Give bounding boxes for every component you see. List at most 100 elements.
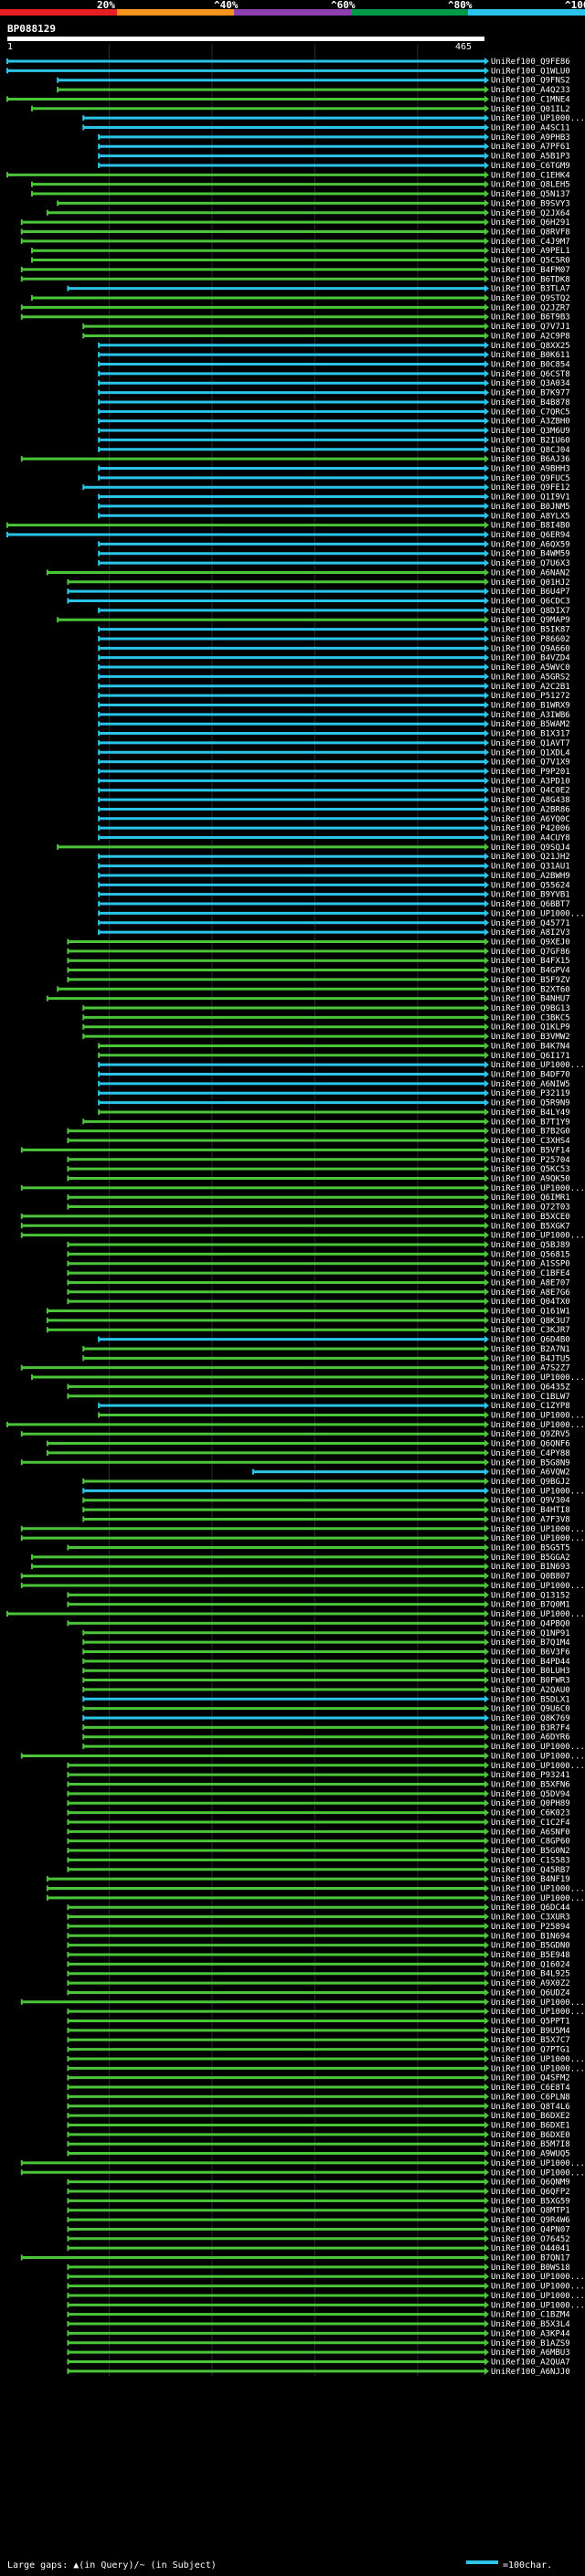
- hit-label[interactable]: UniRef100_Q1NP91: [491, 1629, 570, 1638]
- hit-row[interactable]: UniRef100_Q161W1: [46, 1307, 570, 1317]
- hit-row[interactable]: UniRef100_Q3M6U9: [98, 427, 570, 436]
- hit-label[interactable]: UniRef100_B5E948: [491, 1951, 570, 1960]
- hit-label[interactable]: UniRef100_P25894: [491, 1923, 570, 1932]
- hit-label[interactable]: UniRef100_A9PHB3: [491, 133, 570, 143]
- hit-label[interactable]: UniRef100_Q8K3U7: [491, 1317, 570, 1326]
- hit-label[interactable]: UniRef100_UP1000...: [491, 1582, 585, 1591]
- hit-label[interactable]: UniRef100_A8E707: [491, 1278, 570, 1288]
- hit-row[interactable]: UniRef100_Q4C0E2: [98, 786, 570, 796]
- hit-row[interactable]: UniRef100_B7T1Y9: [82, 1118, 570, 1127]
- hit-label[interactable]: UniRef100_B4JTU5: [491, 1354, 570, 1363]
- hit-label[interactable]: UniRef100_UP1000...: [491, 2292, 585, 2301]
- hit-row[interactable]: UniRef100_Q8T4L6: [67, 2102, 570, 2112]
- hit-row[interactable]: UniRef100_C1MNE4: [6, 95, 570, 104]
- hit-row[interactable]: UniRef100_C6E8T4: [67, 2083, 570, 2093]
- hit-label[interactable]: UniRef100_Q5PPT1: [491, 2018, 570, 2027]
- hit-label[interactable]: UniRef100_Q5N137: [491, 190, 570, 199]
- hit-label[interactable]: UniRef100_B5G0N2: [491, 1847, 570, 1856]
- hit-label[interactable]: UniRef100_Q9R4W6: [491, 2216, 570, 2225]
- hit-row[interactable]: UniRef100_Q8DIX7: [98, 606, 570, 616]
- hit-label[interactable]: UniRef100_A4SC11: [491, 124, 570, 133]
- hit-row[interactable]: UniRef100_C1C2F4: [67, 1818, 570, 1828]
- hit-label[interactable]: UniRef100_A8I2V3: [491, 928, 570, 938]
- hit-row[interactable]: UniRef100_B5G0N2: [67, 1847, 570, 1856]
- hit-label[interactable]: UniRef100_B9U5M4: [491, 2027, 570, 2036]
- hit-label[interactable]: UniRef100_B3TLA7: [491, 285, 570, 294]
- hit-label[interactable]: UniRef100_Q0PH89: [491, 1799, 570, 1808]
- hit-row[interactable]: UniRef100_A8YLX5: [98, 512, 570, 521]
- hit-label[interactable]: UniRef100_O44041: [491, 2244, 570, 2253]
- hit-label[interactable]: UniRef100_A4Q233: [491, 86, 570, 95]
- hit-label[interactable]: UniRef100_Q1WLU0: [491, 67, 570, 76]
- hit-row[interactable]: UniRef100_C8GP60: [67, 1837, 570, 1847]
- hit-label[interactable]: UniRef100_UP1000...: [491, 1762, 585, 1771]
- hit-row[interactable]: UniRef100_B6AJ36: [20, 455, 570, 464]
- hit-row[interactable]: UniRef100_B8I4B0: [6, 521, 570, 531]
- hit-row[interactable]: UniRef100_Q1XDL4: [98, 748, 570, 758]
- hit-label[interactable]: UniRef100_UP1000...: [491, 1998, 585, 2008]
- hit-row[interactable]: UniRef100_B5XG59: [67, 2197, 570, 2206]
- hit-row[interactable]: UniRef100_B4HTI8: [82, 1506, 570, 1515]
- hit-label[interactable]: UniRef100_UP1000...: [491, 1525, 585, 1534]
- hit-label[interactable]: UniRef100_Q9V304: [491, 1497, 570, 1506]
- hit-label[interactable]: UniRef100_B1N693: [491, 1563, 570, 1572]
- hit-row[interactable]: UniRef100_Q6CDC3: [67, 597, 570, 607]
- hit-label[interactable]: UniRef100_A7PF61: [491, 143, 570, 152]
- hit-row[interactable]: UniRef100_B9SVY3: [57, 199, 570, 208]
- hit-row[interactable]: UniRef100_UP1000...: [6, 1420, 585, 1430]
- hit-row[interactable]: UniRef100_B5G8N9: [20, 1458, 570, 1468]
- hit-row[interactable]: UniRef100_Q8K769: [82, 1714, 570, 1723]
- hit-label[interactable]: UniRef100_Q1XDL4: [491, 748, 570, 758]
- hit-label[interactable]: UniRef100_B6DXE2: [491, 2112, 570, 2121]
- hit-label[interactable]: UniRef100_B9YVB1: [491, 891, 570, 900]
- hit-label[interactable]: UniRef100_UP1000...: [491, 1743, 585, 1752]
- hit-row[interactable]: UniRef100_P32119: [98, 1089, 570, 1098]
- hit-row[interactable]: UniRef100_UP1000...: [67, 2054, 585, 2064]
- hit-label[interactable]: UniRef100_B5XCE0: [491, 1213, 570, 1222]
- hit-label[interactable]: UniRef100_B7QN17: [491, 2254, 570, 2263]
- hit-label[interactable]: UniRef100_Q6QNM9: [491, 2178, 570, 2188]
- hit-row[interactable]: UniRef100_B1WRX9: [98, 701, 570, 710]
- hit-row[interactable]: UniRef100_UP1000...: [67, 2301, 585, 2310]
- hit-row[interactable]: UniRef100_Q8RVF8: [20, 228, 570, 237]
- hit-label[interactable]: UniRef100_UP1000...: [491, 1884, 585, 1893]
- hit-label[interactable]: UniRef100_UP1000...: [491, 114, 585, 123]
- hit-label[interactable]: UniRef100_B5G5T5: [491, 1544, 570, 1553]
- hit-label[interactable]: UniRef100_B5XFN6: [491, 1781, 570, 1790]
- hit-label[interactable]: UniRef100_Q5BJ89: [491, 1241, 570, 1250]
- hit-row[interactable]: UniRef100_Q6I171: [98, 1051, 570, 1061]
- hit-label[interactable]: UniRef100_B6AJ36: [491, 455, 570, 464]
- hit-label[interactable]: UniRef100_B5WAM2: [491, 720, 570, 729]
- hit-row[interactable]: UniRef100_B5X3L4: [67, 2320, 570, 2329]
- hit-label[interactable]: UniRef100_A9QK50: [491, 1174, 570, 1183]
- hit-row[interactable]: UniRef100_B6T9B3: [20, 313, 570, 323]
- hit-row[interactable]: UniRef100_B4L925: [67, 1969, 570, 1979]
- hit-label[interactable]: UniRef100_A2BWH9: [491, 872, 570, 881]
- hit-label[interactable]: UniRef100_Q45771: [491, 919, 570, 928]
- hit-label[interactable]: UniRef100_Q8CJ04: [491, 446, 570, 455]
- hit-row[interactable]: UniRef100_B7QN17: [20, 2253, 570, 2263]
- hit-row[interactable]: UniRef100_Q5KC53: [67, 1165, 570, 1174]
- hit-label[interactable]: UniRef100_UP1000...: [491, 1610, 585, 1619]
- hit-label[interactable]: UniRef100_Q9BG13: [491, 1004, 570, 1013]
- hit-label[interactable]: UniRef100_Q8XX25: [491, 342, 570, 351]
- hit-row[interactable]: UniRef100_Q6435Z: [67, 1383, 570, 1392]
- hit-label[interactable]: UniRef100_C8GP60: [491, 1838, 570, 1847]
- hit-label[interactable]: UniRef100_Q6ER94: [491, 531, 570, 540]
- hit-row[interactable]: UniRef100_UP1000...: [67, 2273, 585, 2282]
- hit-label[interactable]: UniRef100_Q6435Z: [491, 1383, 570, 1392]
- hit-row[interactable]: UniRef100_C4J9M7: [20, 237, 570, 247]
- hit-row[interactable]: UniRef100_A9X0Z2: [67, 1979, 570, 1988]
- hit-row[interactable]: UniRef100_B0LUH3: [82, 1667, 570, 1676]
- hit-label[interactable]: UniRef100_A9BHH3: [491, 464, 570, 473]
- hit-row[interactable]: UniRef100_Q9BGJ2: [82, 1478, 570, 1487]
- hit-row[interactable]: UniRef100_Q5PPT1: [67, 2017, 570, 2027]
- hit-row[interactable]: UniRef100_C1S583: [67, 1856, 570, 1865]
- hit-row[interactable]: UniRef100_P93241: [67, 1771, 570, 1780]
- hit-label[interactable]: UniRef100_Q21JH2: [491, 853, 570, 862]
- hit-row[interactable]: UniRef100_B4WM59: [98, 549, 570, 559]
- hit-label[interactable]: UniRef100_UP1000...: [491, 1421, 585, 1430]
- hit-row[interactable]: UniRef100_B4NF19: [46, 1875, 570, 1884]
- hit-label[interactable]: UniRef100_B9SVY3: [491, 199, 570, 208]
- hit-row[interactable]: UniRef100_A6VQW2: [251, 1468, 570, 1478]
